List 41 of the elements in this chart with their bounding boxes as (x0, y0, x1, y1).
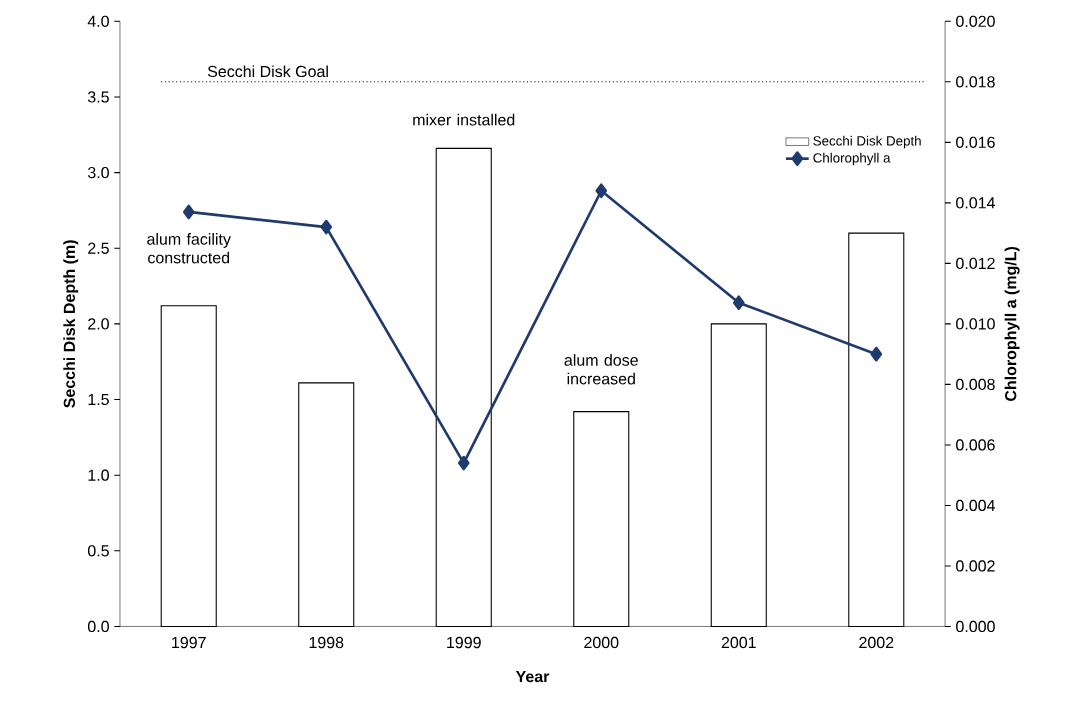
y-tick-label: 2.5 (88, 242, 109, 255)
ref-line-label: Secchi Disk Goal (207, 65, 328, 78)
x-tick-label: 1998 (309, 636, 344, 649)
y2-tick-label: 0.012 (956, 257, 995, 270)
x-axis-title: Year (515, 671, 550, 683)
y-tick-label: 1.0 (88, 469, 109, 481)
y2-tick-label: 0.020 (956, 15, 995, 28)
x-tick-label: 2000 (584, 636, 619, 649)
y2-tick-label: 0.018 (956, 76, 995, 88)
y2-tick-label: 0.008 (956, 378, 995, 391)
point (457, 455, 470, 471)
y-tick-label: 3.5 (87, 91, 109, 103)
y-tick-label: 3.0 (87, 167, 109, 179)
y-tick-label: 1.5 (88, 394, 109, 406)
x-tick-label: 1999 (447, 636, 481, 649)
y-tick-label: 0.0 (87, 620, 109, 633)
y-tick-label: 2.0 (88, 318, 109, 330)
y-tick-label: 4.0 (87, 15, 109, 28)
x-tick-label: 2002 (859, 636, 894, 649)
y2-tick-label: 0.016 (956, 136, 995, 149)
point (870, 346, 883, 362)
y2-tick-label: 0.002 (956, 560, 995, 572)
annotation: mixer installed (413, 113, 515, 126)
y2-tick-label: 0.006 (956, 439, 995, 451)
point (595, 183, 608, 199)
y-tick-label: 0.5 (87, 545, 109, 557)
y2-tick-label: 0.000 (956, 620, 995, 633)
y2-axis-title: Chlorophyll a (mg/L) (1004, 247, 1020, 402)
annotation: alum facility constructed (147, 233, 231, 264)
x-tick-label: 2001 (721, 636, 756, 649)
legend-label: Secchi Disk Depth (813, 135, 921, 149)
y2-tick-label: 0.010 (956, 318, 995, 330)
x-tick-label: 1997 (172, 636, 206, 649)
legend-label: Chlorophyll a (813, 152, 891, 166)
y2-tick-label: 0.004 (956, 499, 995, 512)
point (182, 204, 195, 220)
annotation: alum dose increased (564, 354, 638, 385)
point (320, 219, 333, 235)
y2-tick-label: 0.014 (956, 197, 995, 209)
y-axis-title: Secchi Disk Depth (m) (63, 240, 79, 408)
point (732, 295, 745, 311)
